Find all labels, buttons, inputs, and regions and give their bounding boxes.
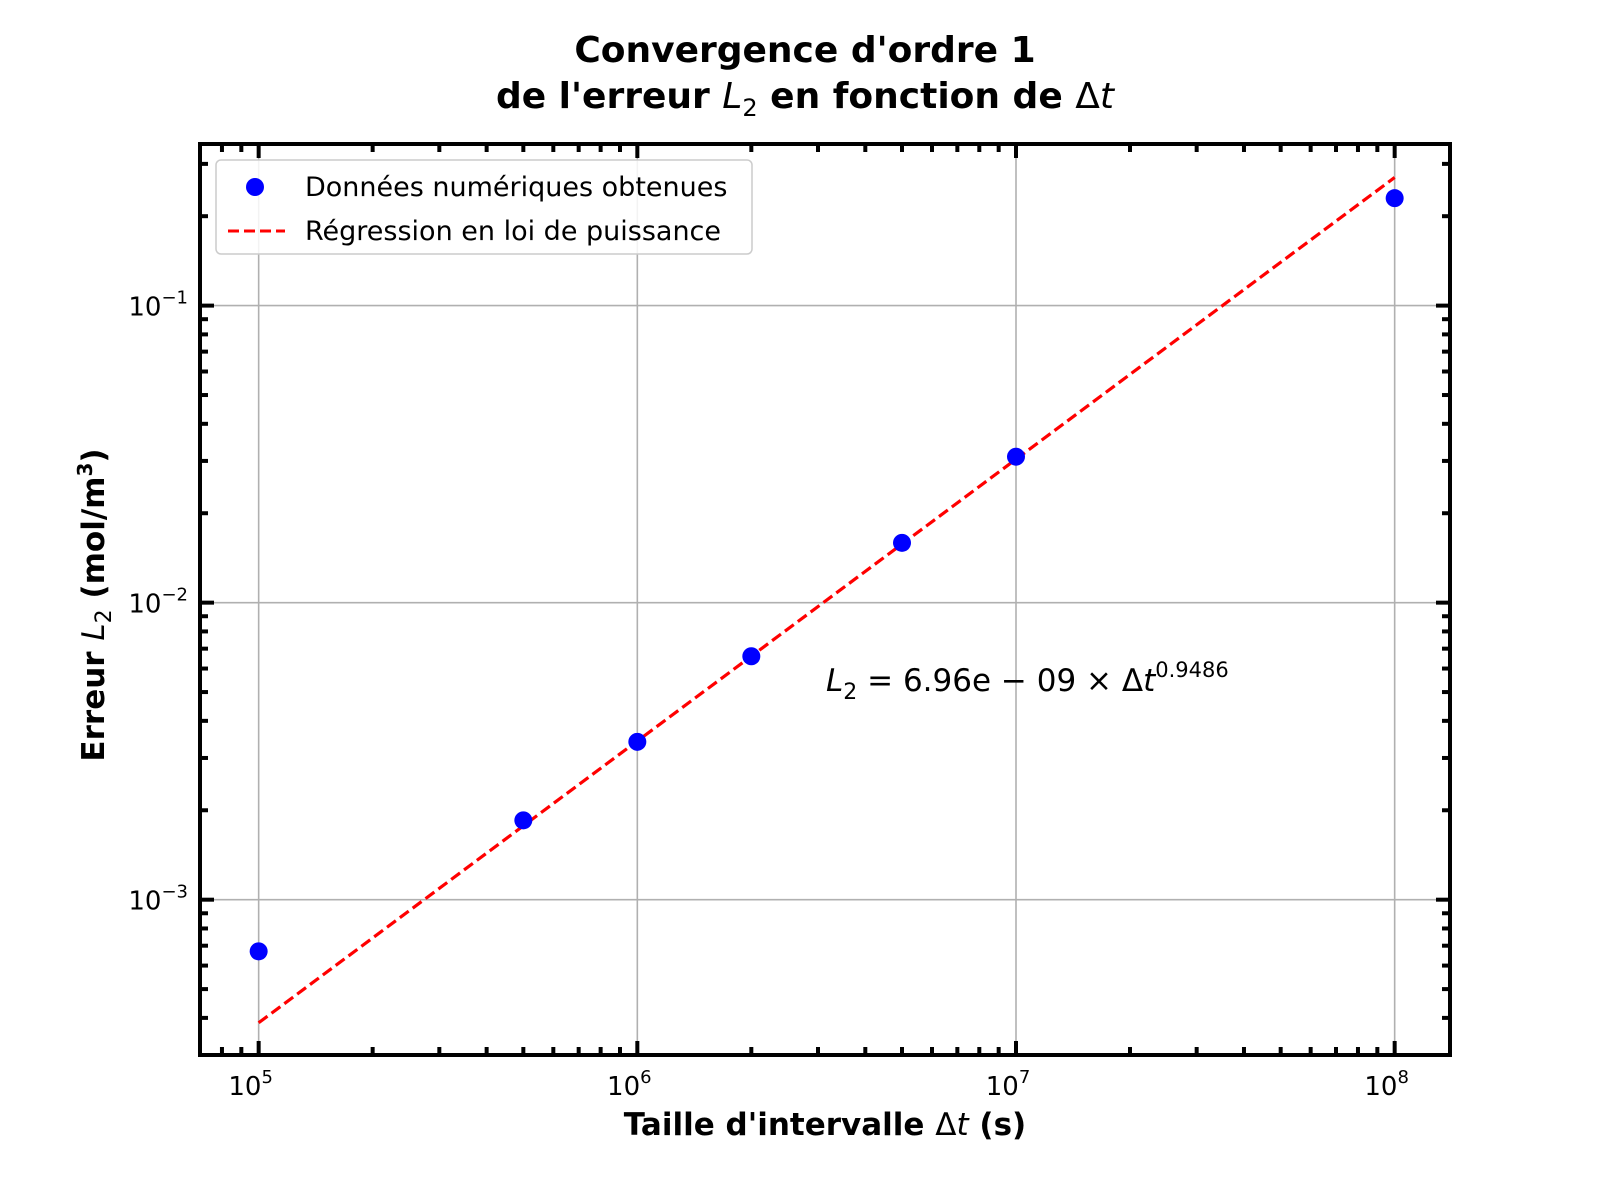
chart-title-l-sub: 2 [742, 94, 757, 122]
regression-equation: L2 = 6.96e − 09 × Δt0.9486 [826, 658, 1229, 705]
x-axis-label: Taille d'intervalle Δt (s) [624, 1107, 1026, 1143]
axis-tick-labels: 105 106 107 108 10−3 10−2 10−1 [128, 288, 1409, 1102]
chart-title-delta: Δ [1075, 76, 1100, 117]
y-axis-label-sub: 2 [92, 609, 117, 623]
y-tick-label: 10−1 [128, 288, 188, 323]
y-axis-label-var: L [76, 623, 112, 640]
legend: Données numériques obtenues Régression e… [215, 159, 753, 255]
x-tick-label: 107 [986, 1067, 1031, 1102]
data-point [893, 533, 912, 552]
chart-title-t: t [1100, 76, 1116, 117]
annotation-exponent: 0.9486 [1155, 658, 1228, 682]
chart-title-line2: de l'erreur L2 en fonction de Δt [496, 76, 1116, 122]
plot-frame [198, 142, 1452, 1057]
annotation-body: = 6.96e − 09 × Δ [857, 663, 1143, 699]
y-axis-label-units-sup: 3 [73, 463, 97, 477]
x-axis-label-suffix: (s) [969, 1107, 1027, 1143]
legend-marker-scatter [246, 178, 264, 196]
y-tick-label: 10−3 [128, 882, 188, 917]
annotation-var: L [826, 663, 843, 699]
data-points [249, 189, 1404, 961]
x-tick-label: 108 [1364, 1067, 1409, 1102]
regression-layer [257, 176, 1396, 1025]
chart-title-l-var: L [722, 76, 742, 117]
chart-title-middle: en fonction de [758, 76, 1076, 117]
data-point [1385, 189, 1404, 208]
annotation-t: t [1143, 663, 1157, 699]
y-tick-label: 10−2 [128, 585, 188, 620]
y-axis-label-prefix: Erreur [76, 641, 112, 762]
chart-title-line1: Convergence d'ordre 1 [574, 30, 1035, 71]
x-axis-label-t: t [956, 1107, 970, 1143]
data-point [514, 811, 533, 830]
data-point [249, 942, 268, 961]
legend-label-scatter: Données numériques obtenues [305, 172, 727, 203]
data-point [742, 647, 761, 666]
x-tick-label: 106 [607, 1067, 652, 1102]
data-point [1006, 447, 1025, 466]
x-tick-label: 105 [228, 1067, 273, 1102]
y-axis-label-close: ) [76, 448, 112, 462]
y-axis-label: Erreur L2 (mol/m3) [73, 448, 117, 761]
legend-box [215, 159, 753, 255]
regression-line [257, 176, 1396, 1025]
legend-label-regression: Régression en loi de puissance [305, 216, 721, 247]
annotation-sub: 2 [843, 680, 857, 705]
x-axis-label-delta: Δ [935, 1107, 956, 1143]
y-axis-label-units: (mol/m [76, 477, 112, 610]
chart-title-line2-prefix: de l'erreur [496, 76, 722, 117]
data-point [628, 732, 647, 751]
x-axis-label-prefix: Taille d'intervalle [624, 1107, 935, 1143]
